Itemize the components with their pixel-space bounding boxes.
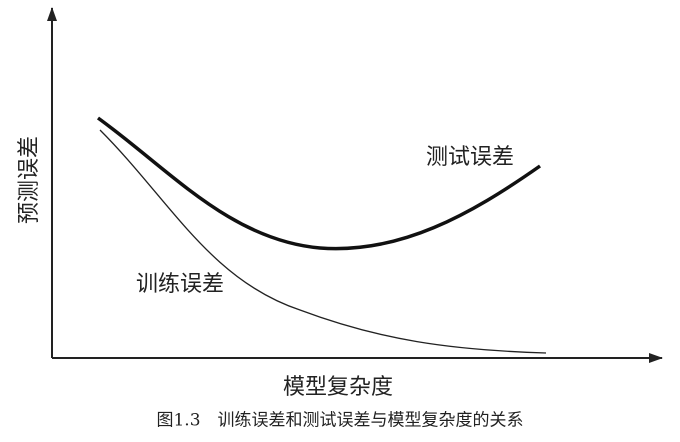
train-error-curve	[99, 129, 547, 354]
y-axis-label: 预测误差	[17, 136, 42, 224]
test-error-curve	[96, 116, 542, 251]
x-axis-label: 模型复杂度	[283, 375, 393, 400]
caption: 图1.3 训练误差和测试误差与模型复杂度的关系	[156, 411, 523, 431]
train-curve-label: 训练误差	[136, 272, 224, 297]
test-curve-label: 测试误差	[426, 145, 514, 170]
